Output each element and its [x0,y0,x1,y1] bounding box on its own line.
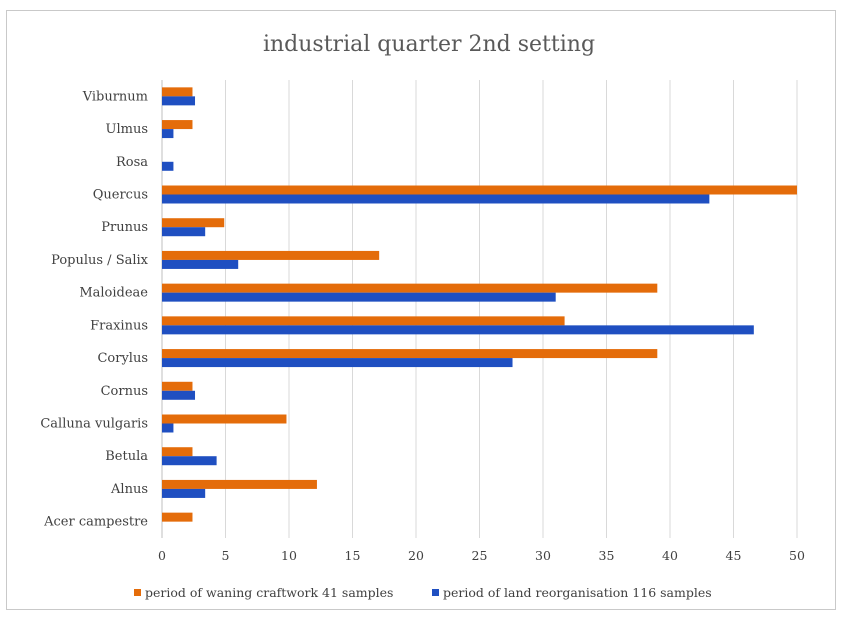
legend: period of waning craftwork 41 samples per… [134,585,712,600]
category-label: Betula [105,449,148,464]
category-label: Cornus [101,384,148,399]
bar-waning-craftwork [162,349,658,359]
x-tick-label: 10 [281,548,297,563]
chart-title: industrial quarter 2nd setting [263,32,595,57]
x-tick-label: 15 [345,548,361,563]
category-label: Corylus [97,351,148,366]
category-label: Calluna vulgaris [40,417,148,432]
category-labels: Viburnum Ulmus Rosa Quercus Prunus Populus / … [40,89,148,529]
category-label: Viburnum [82,89,148,104]
bar-waning-craftwork [162,218,225,228]
category-label: Maloideae [79,286,148,301]
category-label: Alnus [110,482,148,497]
bar-land-reorganisation [162,456,217,466]
x-tick-label: 40 [662,548,678,563]
category-label: Fraxinus [90,318,148,333]
bar-waning-craftwork [162,185,797,195]
bar-waning-craftwork [162,512,193,522]
chart-frame [6,10,836,610]
x-tick-label: 25 [472,548,488,563]
bar-land-reorganisation [162,390,196,400]
category-label: Ulmus [106,122,149,137]
x-tick-label: 5 [222,548,230,563]
bar-land-reorganisation [162,227,206,237]
x-tick-label: 35 [599,548,615,563]
bar-land-reorganisation [162,194,710,204]
legend-label: period of land reorganisation 116 sample… [443,585,712,600]
x-tick-label: 20 [408,548,424,563]
bar-land-reorganisation [162,488,206,498]
bar-land-reorganisation [162,325,754,335]
gridlines [161,80,798,538]
x-tick-labels: 0 5 10 15 20 25 30 35 40 45 50 [158,548,805,563]
bar-waning-craftwork [162,120,193,130]
bar-land-reorganisation [162,292,556,302]
category-label: Rosa [116,155,148,170]
bars [162,87,797,522]
bar-waning-craftwork [162,479,317,489]
x-tick-label: 0 [158,548,166,563]
category-label: Prunus [101,220,148,235]
bar-land-reorganisation [162,259,239,269]
legend-label: period of waning craftwork 41 samples [145,585,393,600]
category-label: Acer campestre [43,515,148,530]
legend-swatch [432,589,439,596]
bar-waning-craftwork [162,316,565,326]
bar-land-reorganisation [162,161,174,171]
bar-land-reorganisation [162,358,513,368]
x-tick-label: 45 [726,548,742,563]
category-label: Populus / Salix [51,253,149,268]
legend-swatch [134,589,141,596]
bar-waning-craftwork [162,87,193,97]
bar-waning-craftwork [162,414,287,424]
bar-land-reorganisation [162,423,174,433]
bar-waning-craftwork [162,250,380,260]
bar-waning-craftwork [162,381,193,391]
bar-waning-craftwork [162,447,193,457]
bar-land-reorganisation [162,96,196,106]
bar-waning-craftwork [162,283,658,293]
x-tick-label: 50 [789,548,805,563]
category-label: Quercus [93,188,148,203]
bar-land-reorganisation [162,129,174,139]
x-tick-label: 30 [535,548,551,563]
